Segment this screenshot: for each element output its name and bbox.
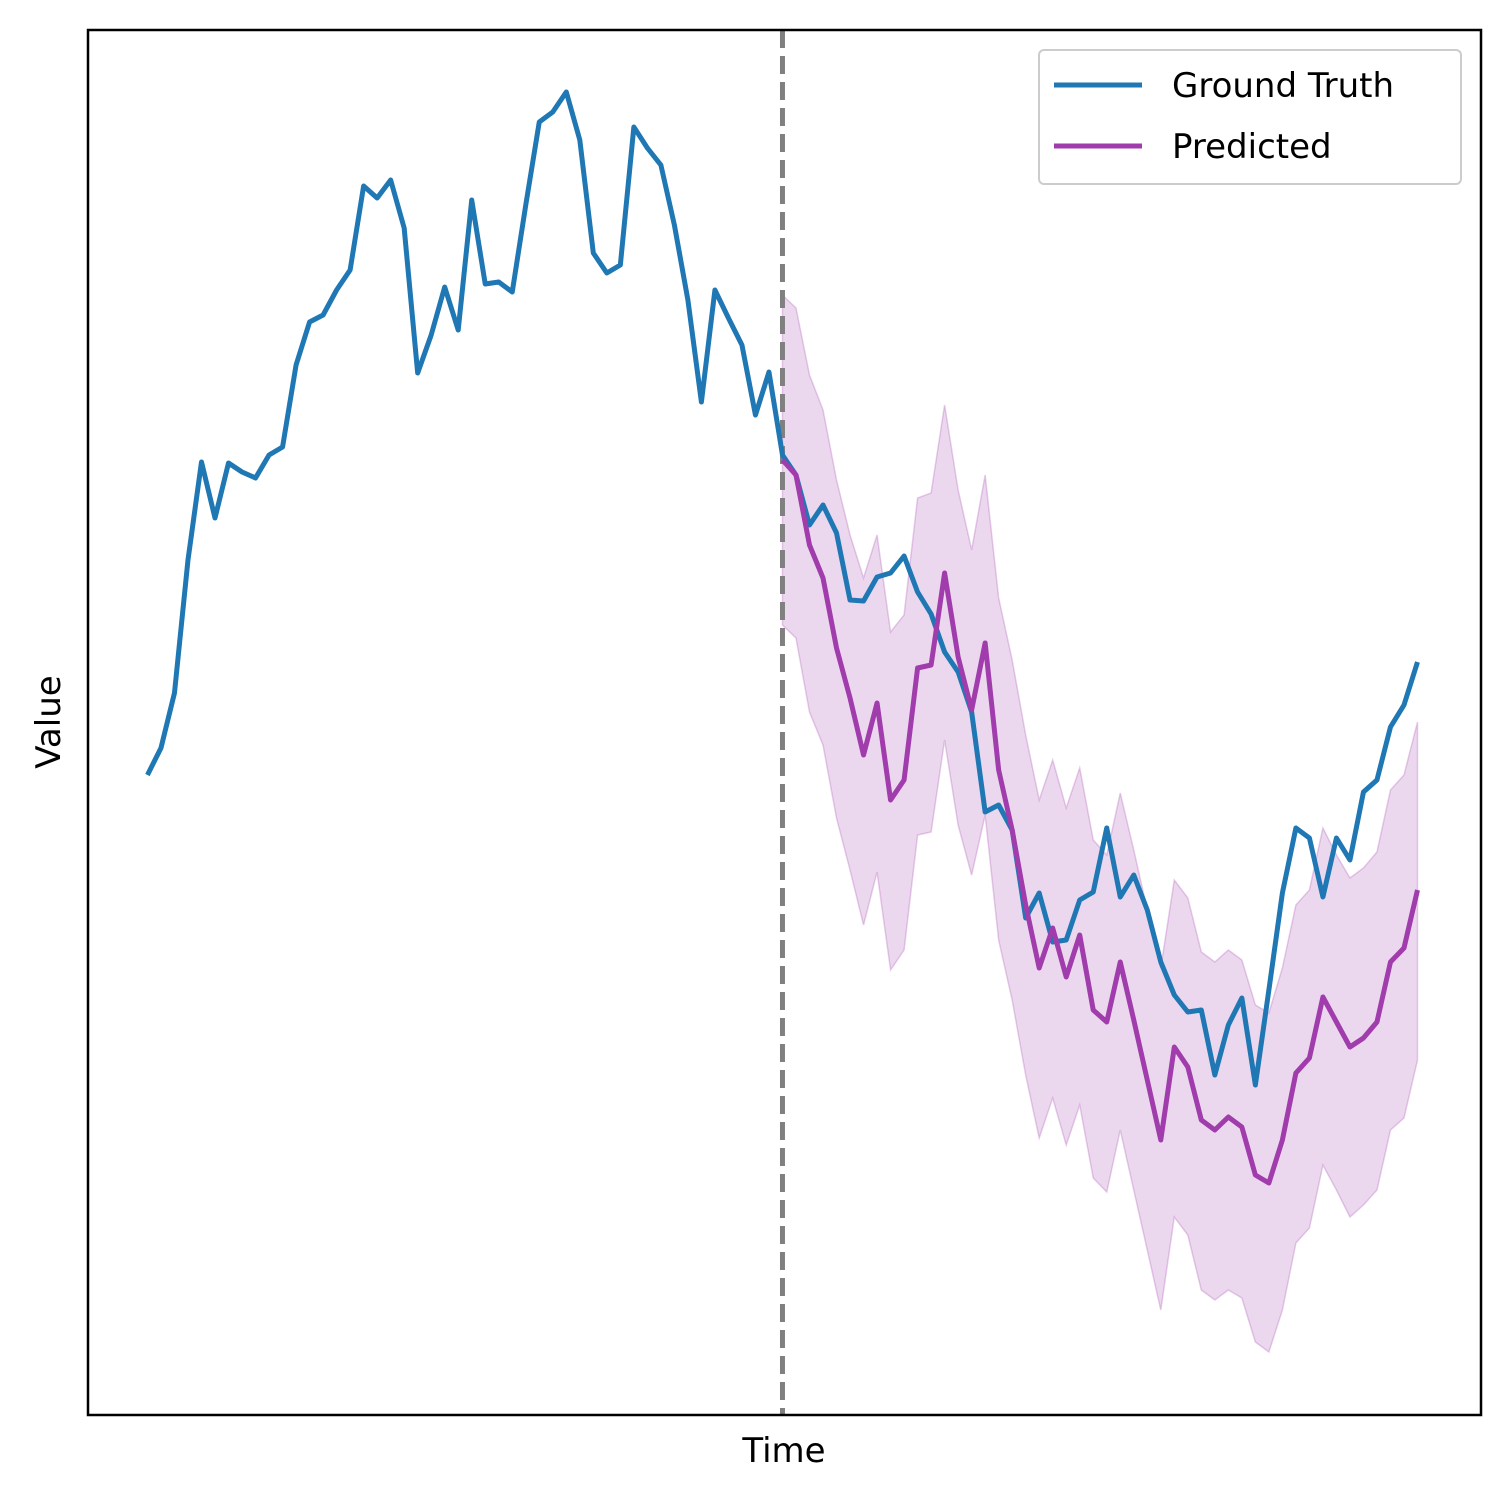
legend: Ground Truth Predicted [1038, 49, 1462, 185]
y-axis-label: Value [29, 675, 69, 768]
axes-frame [86, 28, 1483, 1417]
confidence-band [781, 293, 1419, 1354]
legend-label: Ground Truth [1172, 66, 1394, 106]
x-axis-label: Time [741, 1431, 825, 1471]
plot-area [145, 30, 1420, 1415]
legend-box [1038, 49, 1462, 185]
series-line [145, 89, 1420, 1088]
series-line [780, 458, 1420, 1186]
legend-label: Predicted [1172, 127, 1332, 167]
